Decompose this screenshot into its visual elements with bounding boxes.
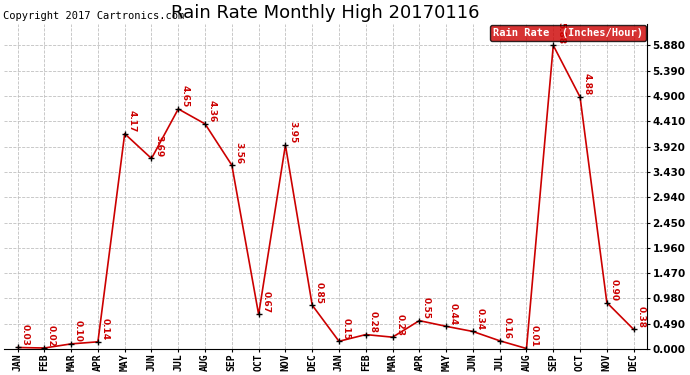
Text: 3.69: 3.69 xyxy=(154,135,163,157)
Text: Copyright 2017 Cartronics.com: Copyright 2017 Cartronics.com xyxy=(3,11,185,21)
Text: 0.44: 0.44 xyxy=(448,303,457,325)
Text: 3.95: 3.95 xyxy=(288,121,297,144)
Text: 4.88: 4.88 xyxy=(583,73,592,96)
Text: 0.85: 0.85 xyxy=(315,282,324,304)
Text: 4.17: 4.17 xyxy=(128,110,137,132)
Text: 0.28: 0.28 xyxy=(368,311,377,333)
Text: 0.67: 0.67 xyxy=(262,291,270,313)
Text: 0.90: 0.90 xyxy=(609,279,618,301)
Text: 0.03: 0.03 xyxy=(20,324,29,346)
Legend: Rain Rate  (Inches/Hour): Rain Rate (Inches/Hour) xyxy=(490,25,646,41)
Text: 0.38: 0.38 xyxy=(636,306,645,328)
Text: 0.55: 0.55 xyxy=(422,297,431,319)
Text: 0.14: 0.14 xyxy=(101,318,110,340)
Title: Rain Rate Monthly High 20170116: Rain Rate Monthly High 20170116 xyxy=(171,4,480,22)
Text: 0.01: 0.01 xyxy=(529,325,538,347)
Text: 0.16: 0.16 xyxy=(502,317,511,339)
Text: 4.65: 4.65 xyxy=(181,85,190,107)
Text: 0.34: 0.34 xyxy=(475,308,484,330)
Text: 3.56: 3.56 xyxy=(235,141,244,164)
Text: 4.36: 4.36 xyxy=(208,100,217,122)
Text: 0.02: 0.02 xyxy=(47,325,56,346)
Text: 0.15: 0.15 xyxy=(342,318,351,340)
Text: 5.88: 5.88 xyxy=(556,22,565,44)
Text: 0.10: 0.10 xyxy=(74,321,83,342)
Text: 0.23: 0.23 xyxy=(395,314,404,336)
